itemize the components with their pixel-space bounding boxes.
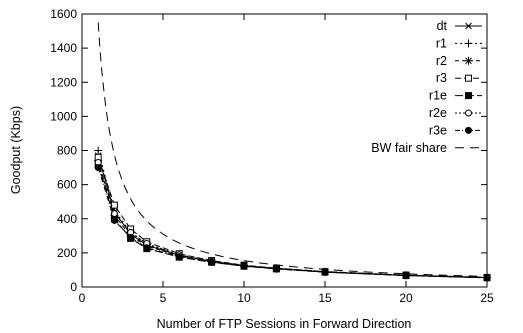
series-r2 <box>94 156 491 282</box>
x-tick-label: 0 <box>79 291 86 305</box>
x-tick-label: 25 <box>480 291 494 305</box>
legend-entry: dt <box>437 19 482 33</box>
legend-entry: r2 <box>436 54 482 68</box>
series-line <box>97 160 488 279</box>
data-point <box>465 126 472 134</box>
y-tick-label: 1200 <box>50 75 77 89</box>
data-point <box>127 234 135 242</box>
axis-ticks: 0 5 10 15 20 25 0 200 400 600 800 1000 1200 1400 1600 <box>50 7 494 305</box>
y-tick-label: 400 <box>57 212 77 226</box>
series-line <box>97 167 488 279</box>
data-point <box>321 268 329 276</box>
data-point <box>464 39 473 48</box>
data-point <box>110 201 118 209</box>
data-point <box>465 92 472 100</box>
x-axis-label: Number of FTP Sessions in Forward Direct… <box>157 317 412 331</box>
data-point <box>143 244 151 252</box>
legend-entry: r3 <box>436 71 482 85</box>
x-tick-label: 5 <box>160 291 167 305</box>
data-point <box>402 272 410 280</box>
x-tick-label: 15 <box>318 291 332 305</box>
series-line <box>97 162 488 279</box>
data-point <box>464 56 473 65</box>
x-tick-label: 10 <box>237 291 251 305</box>
legend-entry: r3e <box>429 123 482 137</box>
series-line <box>97 150 488 278</box>
series-line <box>97 22 487 277</box>
legend-entry: r2e <box>429 106 482 120</box>
legend-label: r3 <box>436 71 447 85</box>
y-tick-label: 0 <box>70 280 77 294</box>
data-point <box>465 22 472 30</box>
data-point <box>465 74 472 82</box>
series-line <box>97 157 488 278</box>
series-dt <box>94 152 491 281</box>
data-point <box>208 258 216 266</box>
data-point <box>240 262 248 270</box>
legend-label: BW fair share <box>371 141 447 155</box>
data-point <box>94 146 103 155</box>
series-bw-fair-share <box>97 22 487 277</box>
y-tick-label: 1600 <box>50 7 77 21</box>
y-tick-label: 800 <box>57 144 77 158</box>
legend-label: r1 <box>436 36 447 50</box>
series-line <box>97 155 488 279</box>
legend: dt r1 r2 r3 r1e r2e r3e BW fair share <box>371 19 482 155</box>
series-layer <box>94 22 491 282</box>
series-r3e <box>94 164 491 282</box>
series-r2e <box>94 158 491 282</box>
legend-label: r1e <box>429 89 447 103</box>
series-r1 <box>94 146 491 282</box>
data-point <box>110 216 118 224</box>
y-axis-label: Goodput (Kbps) <box>9 106 23 194</box>
y-tick-label: 600 <box>57 178 77 192</box>
series-line <box>97 163 488 279</box>
data-point <box>94 164 102 172</box>
data-point <box>483 274 491 282</box>
series-r3 <box>94 153 491 281</box>
legend-entry: BW fair share <box>371 141 482 155</box>
series-r1e <box>94 160 491 282</box>
data-point <box>175 253 183 261</box>
legend-label: r2 <box>436 54 447 68</box>
data-point <box>110 210 118 218</box>
legend-entry: r1 <box>436 36 482 50</box>
x-tick-label: 20 <box>399 291 413 305</box>
y-tick-label: 200 <box>57 246 77 260</box>
data-point <box>272 265 280 273</box>
legend-label: r3e <box>429 123 447 137</box>
legend-label: r2e <box>429 106 447 120</box>
data-point <box>465 109 472 117</box>
legend-label: dt <box>437 19 448 33</box>
y-tick-label: 1400 <box>50 41 77 55</box>
legend-entry: r1e <box>429 89 482 103</box>
y-tick-label: 1000 <box>50 109 77 123</box>
